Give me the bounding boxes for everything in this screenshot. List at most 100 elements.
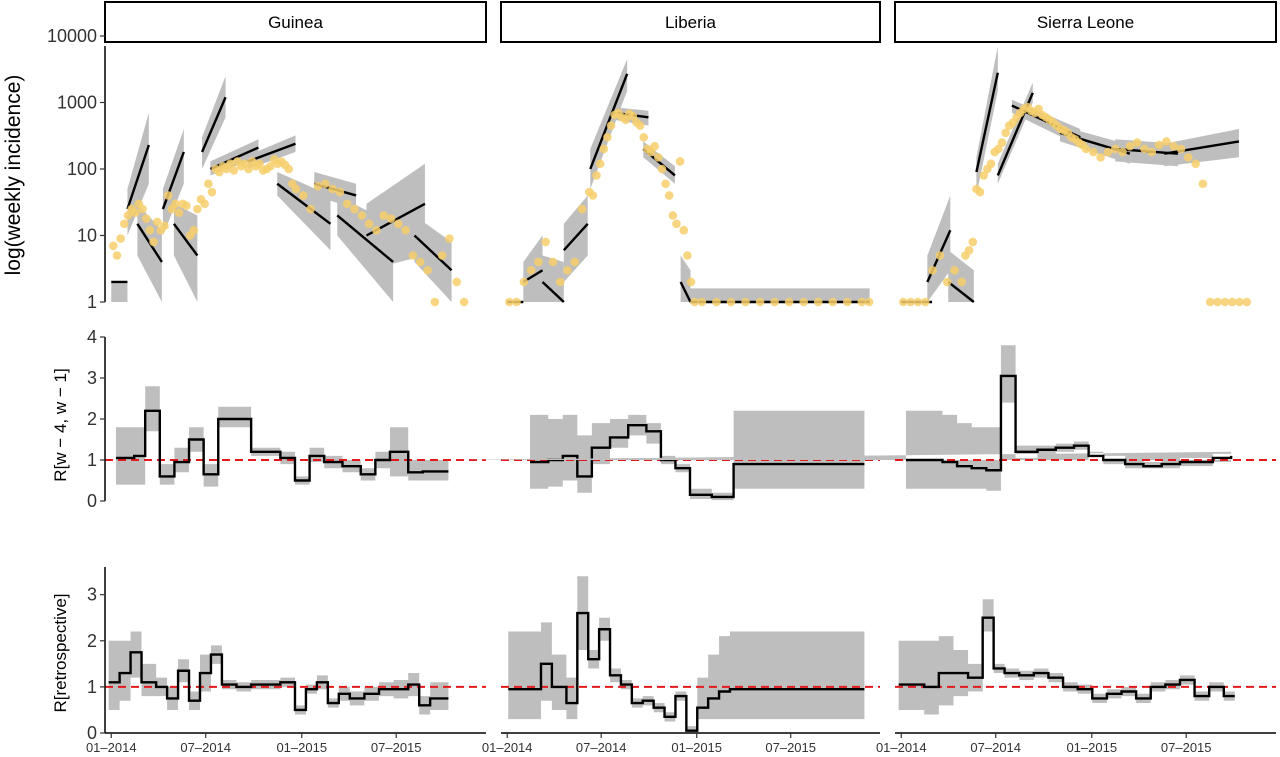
incidence-point-guinea-2 [116,234,125,243]
strip-guinea: Guinea [104,1,487,43]
incidence-point-sierra-63 [1235,297,1244,307]
incidence-point-guinea-26 [204,179,213,189]
incidence-point-liberia-42 [712,297,721,307]
incidence-point-sierra-0 [899,297,908,307]
incidence-point-liberia-7 [555,277,565,287]
incidence-panel-sierra [899,46,1252,307]
incidence-point-sierra-53 [1162,137,1171,146]
incidence-point-liberia-36 [675,157,685,166]
incidence-band-sierra-2 [948,250,974,302]
incidence-point-sierra-6 [942,277,952,287]
incidence-point-guinea-14 [160,221,169,231]
incidence-point-guinea-60 [364,219,374,229]
incidence-point-guinea-37 [244,164,253,174]
x-tick-label-guinea: 07–2014 [180,740,231,755]
strip-label-sierra-leone: Sierra Leone [1037,13,1134,32]
r-estimate-line-r-window-sierra [905,374,1233,472]
y-tick-label-r-window: 4 [87,327,97,347]
incidence-point-guinea-48 [284,164,294,174]
incidence-point-sierra-8 [957,277,967,287]
incidence-point-liberia-33 [664,191,674,200]
y-tick-label-incidence: 10 [77,226,97,246]
incidence-point-liberia-50 [828,297,838,307]
r-estimate-line-r-retro-sierra [898,616,1235,700]
y-tick-label-incidence: 1 [87,292,97,312]
incidence-point-sierra-64 [1242,297,1252,307]
incidence-fit-guinea-1 [126,144,150,210]
incidence-fit-guinea-10 [336,214,394,263]
incidence-point-guinea-6 [130,208,140,218]
ci-band-r-retro-guinea [108,631,449,715]
incidence-point-sierra-47 [1118,147,1127,157]
incidence-point-liberia-8 [563,265,572,275]
incidence-point-liberia-29 [650,141,659,151]
incidence-point-sierra-20 [1001,128,1010,138]
incidence-point-liberia-43 [726,297,736,307]
incidence-point-guinea-18 [174,208,184,218]
incidence-point-sierra-1 [906,297,915,307]
incidence-point-guinea-55 [328,184,337,194]
incidence-fit-guinea-3 [161,151,185,210]
incidence-point-liberia-13 [592,171,601,180]
x-tick-label-guinea: 01–2014 [86,740,137,755]
x-tick-label-sierra: 01–2014 [876,740,927,755]
incidence-point-guinea-64 [394,219,403,229]
incidence-point-liberia-14 [595,159,605,169]
incidence-point-liberia-38 [683,251,692,260]
y-tick-label-r-window: 2 [87,409,97,429]
y-tick-label-r-retro: 1 [87,677,97,697]
incidence-point-guinea-50 [291,184,301,194]
strip-label-liberia: Liberia [665,13,717,32]
incidence-fit-guinea-4 [172,223,199,257]
incidence-point-liberia-15 [599,144,609,154]
incidence-point-sierra-58 [1198,179,1208,189]
incidence-band-sierra-1 [927,195,951,302]
incidence-band-liberia-2 [542,255,564,302]
incidence-point-guinea-0 [109,241,118,251]
x-tick-label-guinea: 01–2015 [276,740,327,755]
incidence-point-sierra-7 [950,265,959,275]
incidence-fit-guinea-12 [413,234,453,272]
incidence-fit-sierra-8 [1164,140,1240,155]
incidence-point-guinea-56 [335,187,345,197]
incidence-point-liberia-4 [534,257,543,267]
incidence-fit-liberia-2 [541,281,565,303]
ylabel-r-retrospective: R[retrospective] [51,593,70,712]
x-tick-label-liberia: 01–2015 [671,740,722,755]
incidence-point-guinea-1 [112,251,122,260]
incidence-point-liberia-39 [686,277,696,287]
y-tick-label-incidence: 10000 [47,26,97,46]
x-tick-label-sierra: 07–2014 [970,740,1021,755]
incidence-point-liberia-46 [770,297,779,307]
incidence-point-liberia-49 [813,297,823,307]
r-retro-panel-liberia: 01–2014 07–2014 01–2015 07–2015 [482,576,880,755]
y-tick-label-r-retro: 3 [87,585,97,605]
incidence-band-liberia-8 [690,288,870,302]
incidence-fit-liberia-7 [679,281,692,303]
incidence-point-sierra-62 [1227,297,1237,307]
incidence-band-liberia-7 [680,255,691,302]
incidence-point-guinea-61 [372,225,381,235]
incidence-point-sierra-18 [994,144,1003,154]
ci-band-r-retro-liberia [508,576,865,733]
x-tick-label-guinea: 07–2015 [371,740,422,755]
incidence-point-guinea-11 [149,237,158,247]
incidence-point-sierra-45 [1103,147,1113,157]
ci-band-r-window-liberia [530,410,865,501]
y-tick-label-r-window: 1 [87,450,97,470]
incidence-point-sierra-57 [1191,159,1200,169]
incidence-point-guinea-4 [123,211,133,220]
incidence-point-guinea-67 [415,257,425,267]
incidence-point-liberia-10 [577,204,587,214]
x-tick-label-liberia: 01–2014 [482,740,533,755]
strip-liberia: Liberia [500,1,881,43]
incidence-panel-guinea: 1 10 100 1000 10000 [47,26,469,312]
x-tick-label-liberia: 07–2014 [576,740,627,755]
r-window-panel-guinea: 0 1 2 3 4 [87,327,486,511]
y-tick-label-r-retro: 2 [87,631,97,651]
r-estimate-line-r-window-liberia [530,423,865,499]
incidence-point-guinea-72 [452,277,462,287]
incidence-point-guinea-51 [299,191,308,200]
incidence-point-guinea-66 [408,251,418,260]
